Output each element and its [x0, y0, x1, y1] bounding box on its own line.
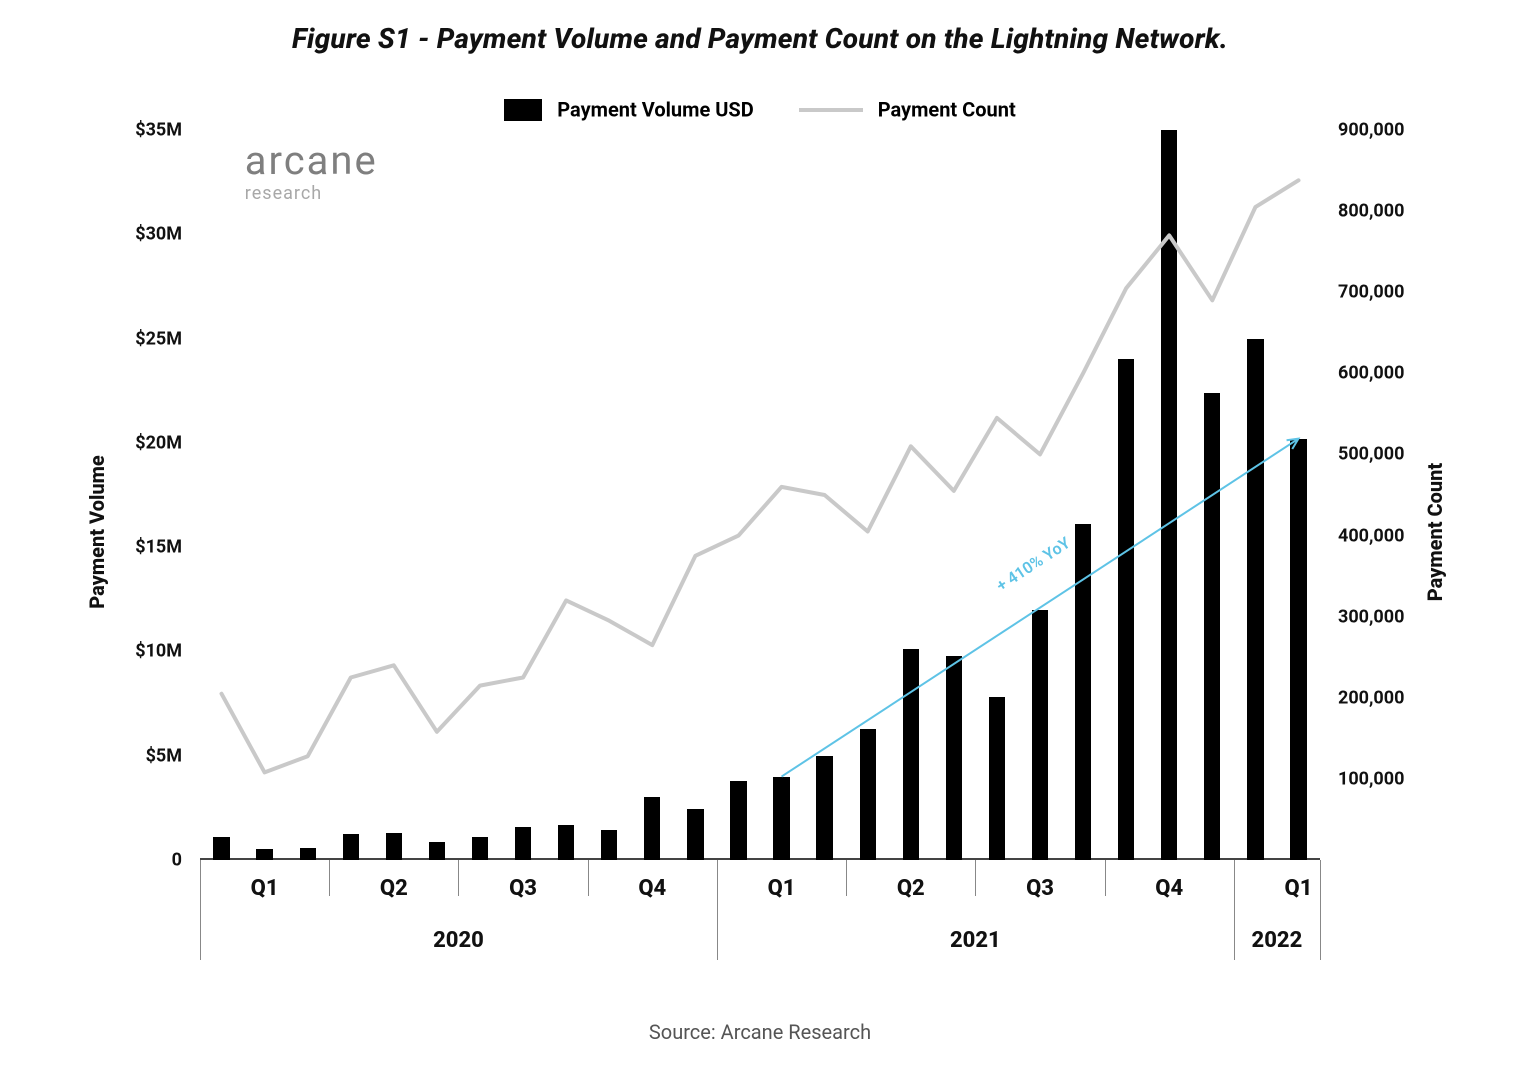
legend-line-label: Payment Count: [878, 98, 1016, 122]
y-left-tick: $20M: [135, 432, 200, 453]
y-left-tick: $35M: [135, 120, 200, 141]
y-left-tick: 0: [172, 850, 200, 871]
plot-inner: [200, 130, 1320, 860]
x-quarter-label: Q4: [638, 876, 666, 901]
page-root: Figure S1 - Payment Volume and Payment C…: [0, 0, 1520, 1070]
y-left-axis-title: Payment Volume: [85, 455, 109, 609]
line-series: [200, 130, 1320, 860]
y-right-tick: 100,000: [1320, 768, 1404, 789]
x-quarter-label: Q1: [1285, 876, 1313, 901]
y-left-tick: $25M: [135, 328, 200, 349]
x-quarter-tick: [975, 860, 976, 896]
y-right-axis-title: Payment Count: [1423, 463, 1447, 601]
payment-count-line: [222, 180, 1299, 772]
x-quarter-label: Q3: [509, 876, 537, 901]
legend-bar-label: Payment Volume USD: [557, 98, 753, 122]
x-year-label: 2021: [950, 928, 1001, 953]
x-quarter-tick: [329, 860, 330, 896]
source-caption: Source: Arcane Research: [0, 1020, 1520, 1044]
x-year-separator: [717, 860, 718, 960]
x-quarter-label: Q4: [1155, 876, 1183, 901]
y-right-tick: 700,000: [1320, 282, 1404, 303]
legend: Payment Volume USD Payment Count: [0, 96, 1520, 122]
y-right-tick: 600,000: [1320, 363, 1404, 384]
x-year-separator: [1234, 860, 1235, 960]
y-right-tick: 900,000: [1320, 120, 1404, 141]
x-quarter-label: Q1: [768, 876, 796, 901]
x-year-label: 2022: [1252, 928, 1303, 953]
y-left-tick: $15M: [135, 537, 200, 558]
plot-area: arcane research 0$5M$10M$15M$20M$25M$30M…: [200, 130, 1320, 860]
x-year-separator: [200, 860, 201, 960]
yoy-arrow: [782, 439, 1299, 777]
y-left-tick: $30M: [135, 224, 200, 245]
x-quarter-label: Q2: [380, 876, 408, 901]
y-left-tick: $10M: [135, 641, 200, 662]
legend-line-swatch: [799, 108, 863, 112]
x-quarter-tick: [846, 860, 847, 896]
y-right-tick: 400,000: [1320, 525, 1404, 546]
y-right-tick: 500,000: [1320, 444, 1404, 465]
y-right-tick: 200,000: [1320, 687, 1404, 708]
y-left-tick: $5M: [146, 745, 200, 766]
x-quarter-label: Q1: [251, 876, 279, 901]
x-quarter-tick: [1105, 860, 1106, 896]
x-quarter-label: Q3: [1026, 876, 1054, 901]
y-right-tick: 300,000: [1320, 606, 1404, 627]
x-quarter-label: Q2: [897, 876, 925, 901]
x-quarter-tick: [588, 860, 589, 896]
x-year-label: 2020: [433, 928, 484, 953]
legend-bar-swatch: [504, 99, 542, 121]
x-year-separator: [1320, 860, 1321, 960]
y-right-tick: 800,000: [1320, 201, 1404, 222]
x-quarter-tick: [458, 860, 459, 896]
chart-title: Figure S1 - Payment Volume and Payment C…: [0, 22, 1520, 55]
